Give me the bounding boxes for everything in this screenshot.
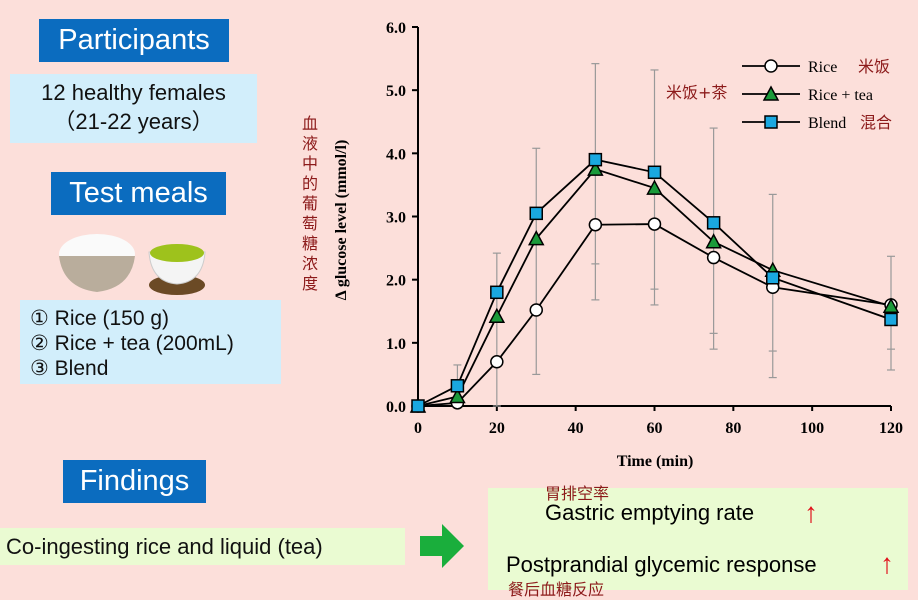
ylabel-cn: 血液中的葡萄糖浓度 (302, 116, 319, 293)
legend-label-cn: 米饭+茶 (666, 83, 727, 102)
up-arrow-icon: ↑ (880, 548, 894, 579)
legend-label-cn: 混合 (860, 113, 892, 132)
gastric-emptying-text: Gastric emptying rate (545, 500, 755, 525)
arrow-right-icon (420, 524, 464, 568)
y-tick-label: 4.0 (386, 146, 406, 163)
x-tick-label: 100 (800, 420, 824, 437)
test-meals-header: Test meals (51, 172, 226, 215)
effects-box (488, 488, 908, 590)
data-point-circle (529, 303, 543, 317)
data-point-circle (588, 217, 603, 232)
legend-label: Blend (808, 115, 846, 132)
data-point-triangle (449, 387, 466, 404)
data-point-triangle (488, 307, 506, 324)
glycemic-cn: 餐后血糖反应 (508, 582, 605, 599)
x-tick-label: 0 (414, 420, 422, 437)
x-tick-label: 80 (725, 420, 741, 437)
data-point-triangle (646, 179, 663, 195)
data-point-circle (706, 250, 721, 265)
meal-blend: ③ Blend (30, 357, 109, 380)
data-point-triangle (882, 297, 900, 313)
data-point-circle (490, 355, 504, 369)
participants-box: 12 healthy females （21-22 years） (10, 74, 257, 143)
legend-label: Rice (808, 59, 837, 76)
glycemic-response-text: Postprandial glycemic response (506, 552, 817, 577)
data-point-square (766, 271, 780, 285)
data-point-triangle (705, 233, 722, 249)
y-tick-label: 6.0 (386, 20, 406, 37)
y-axis-label: Δ glucose level (mmol/l) (333, 140, 350, 301)
data-point-square (647, 165, 662, 180)
participants-count: 12 healthy females (41, 80, 226, 105)
participants-header: Participants (39, 19, 229, 62)
legend-marker-circle (764, 59, 778, 73)
cause-box: Co-ingesting rice and liquid (tea) (0, 528, 405, 565)
x-tick-label: 40 (568, 420, 584, 437)
tea-cup-icon (148, 244, 206, 295)
data-point-square (529, 206, 543, 221)
participants-age: （21-22 years） (53, 109, 214, 134)
x-axis-label: Time (min) (617, 453, 694, 470)
y-tick-label: 1.0 (386, 336, 406, 353)
data-point-triangle (587, 160, 604, 176)
data-point-square (706, 216, 721, 230)
y-tick-label: 0.0 (386, 399, 406, 416)
x-tick-label: 120 (879, 420, 903, 437)
meal-rice: ① Rice (150 g) (30, 307, 170, 330)
data-point-square (884, 312, 898, 327)
legend-label-cn: 米饭 (858, 57, 890, 76)
x-tick-label: 20 (489, 420, 505, 437)
rice-bowl-icon (59, 234, 135, 292)
legend-label: Rice + tea (808, 87, 873, 104)
data-point-square (588, 152, 603, 167)
data-point-triangle (527, 230, 545, 246)
meal-rice-tea: ② Rice + tea (200mL) (30, 332, 234, 355)
legend-marker-triangle (762, 85, 780, 101)
data-point-square (450, 379, 465, 393)
test-meals-list: ① Rice (150 g) ② Rice + tea (200mL) ③ Bl… (20, 300, 281, 384)
data-point-circle (647, 217, 662, 231)
x-tick-label: 60 (647, 420, 663, 437)
y-tick-label: 3.0 (386, 210, 406, 227)
gastric-cn: 胃排空率 (545, 486, 610, 503)
legend-marker-square (764, 115, 778, 129)
data-point-square (490, 285, 504, 300)
y-tick-label: 5.0 (386, 83, 406, 100)
y-tick-label: 2.0 (386, 273, 406, 290)
up-arrow-icon: ↑ (804, 497, 818, 528)
data-point-square (411, 399, 425, 413)
findings-header: Findings (63, 460, 206, 503)
